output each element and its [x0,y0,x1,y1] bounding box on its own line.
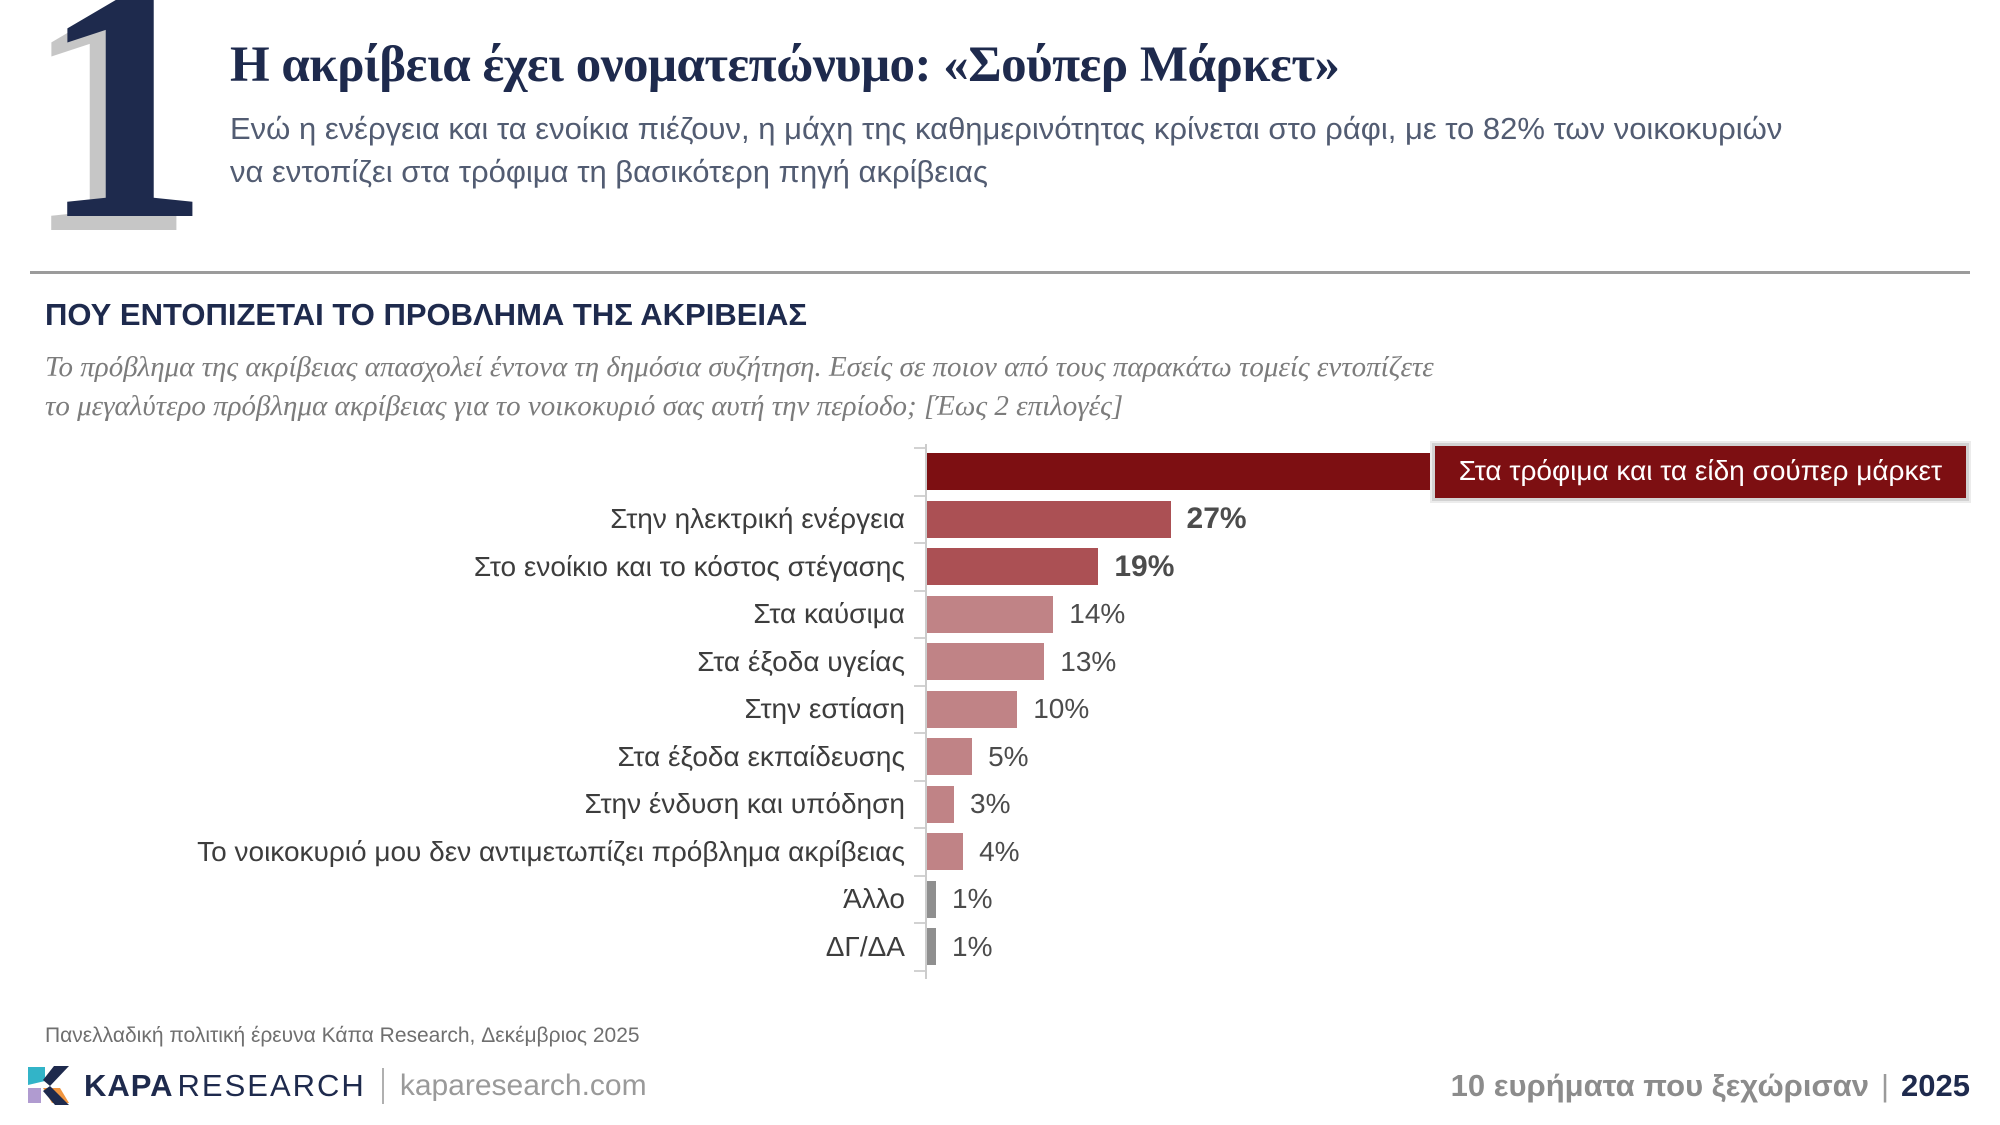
survey-question: Το πρόβλημα της ακρίβειας απασχολεί έντο… [45,348,1434,426]
category-label: Στην ηλεκτρική ενέργεια [610,503,905,535]
chart-row: Στο ενοίκιο και το κόστος στέγασης 19% [45,543,1955,591]
bar-area: 4% [927,828,1020,876]
bar [927,738,973,776]
axis-tick [914,827,925,829]
axis-tick [914,969,925,972]
footer-right: 10 ευρήματα που ξεχώρισαν | 2025 [1451,1068,1970,1104]
value-label: 10% [1033,693,1090,725]
subtitle-line-2: να εντοπίζει στα τρόφιμα τη βασικότερη π… [230,153,988,189]
chart-row: Στα έξοδα υγείας 13% [45,638,1955,686]
chart-row: ΔΓ/ΔΑ 1% [45,923,1955,971]
value-label: 1% [952,930,993,962]
axis-tick [914,447,925,449]
value-label: 27% [1186,502,1247,536]
question-line-2: το μεγαλύτερο πρόβλημα ακρίβειας για το … [45,390,1124,423]
value-label: 14% [1069,598,1126,630]
chart-axis [925,444,927,979]
bar [927,643,1045,681]
chart-rows: Στα τρόφιμα και τα είδη σούπερ μάρκετ82%… [45,442,1969,971]
footer-year: 2025 [1901,1068,1970,1103]
axis-tick [914,684,925,687]
source-note: Πανελλαδική πολιτική έρευνα Κάπα Researc… [45,1024,640,1047]
chart-row: Στην εστίαση 10% [45,686,1955,734]
bar-area: 27% [927,496,1247,544]
value-label: 3% [970,788,1011,820]
category-label: Στην ένδυση και υπόδηση [584,788,905,820]
footer-separator [381,1068,384,1104]
axis-tick [914,874,925,877]
header: Η ακρίβεια έχει ονοματεπώνυμο: «Σούπερ Μ… [230,36,1950,194]
bar [927,785,955,823]
category-label: Το νοικοκυριό μου δεν αντιμετωπίζει πρόβ… [197,835,905,867]
value-label: 1% [952,883,993,915]
brand-research: RESEARCH [177,1068,366,1103]
bar-area: 19% [927,543,1174,591]
bar-area: 14% [927,591,1125,639]
bar-area: 10% [927,686,1089,734]
bar-area: 1% [927,923,992,971]
page-title: Η ακρίβεια έχει ονοματεπώνυμο: «Σούπερ Μ… [230,37,1340,93]
bar [927,548,1099,586]
category-label: Στα τρόφιμα και τα είδη σούπερ μάρκετ [1431,442,1969,501]
axis-tick [914,779,925,782]
category-label: Στα έξοδα υγείας [697,645,905,677]
finding-number: 1 [40,0,210,290]
axis-tick [914,922,925,924]
axis-tick [914,589,925,592]
brand-kapa: KAPA [84,1068,174,1103]
bar-area: 13% [927,638,1116,686]
subtitle-line-1: Ενώ η ενέργεια και τα ενοίκια πιέζουν, η… [230,111,1783,146]
bar [927,928,937,966]
chart-row: Στην ένδυση και υπόδηση 3% [45,781,1955,829]
bar-area: 5% [927,733,1029,781]
chart-row: Στην ηλεκτρική ενέργεια 27% [45,496,1955,544]
category-label: Άλλο [843,883,905,915]
category-label: Στα καύσιμα [753,598,905,630]
chart-row: Στα τρόφιμα και τα είδη σούπερ μάρκετ82% [45,442,1969,501]
axis-tick [914,494,925,497]
value-label: 4% [979,835,1020,867]
value-label: 13% [1060,645,1117,677]
footer-pipe: | [1880,1068,1890,1103]
kapa-research-logo: KAPA RESEARCH [28,1066,366,1106]
bar [927,880,937,918]
category-label: Στην εστίαση [744,693,905,725]
bar-chart: Στα τρόφιμα και τα είδη σούπερ μάρκετ82%… [45,442,1969,979]
website-text: kaparesearch.com [399,1069,647,1102]
chart-row: Το νοικοκυριό μου δεν αντιμετωπίζει πρόβ… [45,828,1955,876]
value-label: 19% [1114,549,1175,583]
kapa-logo-icon [28,1066,69,1105]
category-label: Στο ενοίκιο και το κόστος στέγασης [473,550,905,582]
bar [927,690,1018,728]
bar [927,833,964,871]
axis-tick [914,542,925,544]
category-label: ΔΓ/ΔΑ [825,930,905,962]
bar [927,595,1054,633]
header-divider [30,271,1970,274]
axis-tick [914,637,925,639]
question-line-1: Το πρόβλημα της ακρίβειας απασχολεί έντο… [45,351,1434,383]
footer-tagline: 10 ευρήματα που ξεχώρισαν [1450,1068,1869,1103]
category-label: Στα έξοδα εκπαίδευσης [617,740,905,772]
chart-title: ΠΟΥ ΕΝΤΟΠΙΖΕΤΑΙ ΤΟ ΠΡΟΒΛΗΜΑ ΤΗΣ ΑΚΡΙΒΕΙΑ… [45,297,808,332]
footer: KAPA RESEARCH kaparesearch.com 10 ευρήμα… [28,1064,1970,1108]
page-subtitle: Ενώ η ενέργεια και τα ενοίκια πιέζουν, η… [230,108,1950,194]
bar-area: 1% [927,876,992,924]
chart-row: Στα έξοδα εκπαίδευσης 5% [45,733,1955,781]
bar [927,500,1171,538]
value-label: 5% [988,740,1029,772]
chart-row: Άλλο 1% [45,876,1955,924]
chart-row: Στα καύσιμα 14% [45,591,1955,639]
axis-tick [914,732,925,734]
bar-area: 3% [927,781,1011,829]
